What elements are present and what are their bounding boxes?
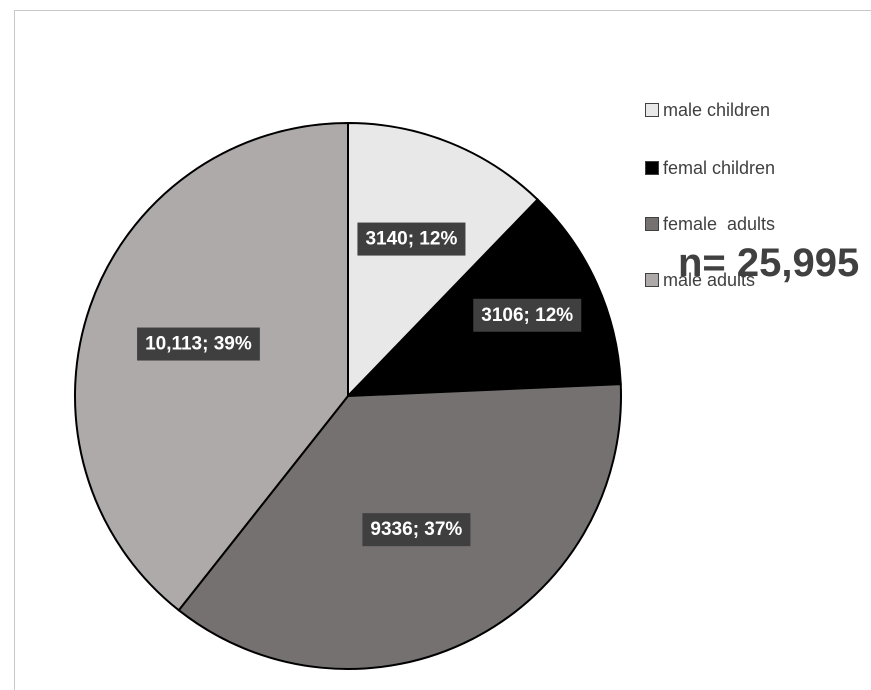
legend-item-male-children: male children — [645, 100, 770, 121]
legend-item-male-adults: male adults — [645, 270, 755, 291]
data-label-box — [137, 327, 260, 361]
data-label: 10,113; 39% — [137, 327, 260, 361]
legend-label: femal children — [663, 158, 776, 178]
legend-label: female adults — [663, 214, 776, 234]
pie-slice-male-children — [347, 121, 540, 399]
data-label-text: 3106; 12% — [481, 305, 573, 326]
data-label-box — [362, 513, 471, 547]
pie-slice-male-adults — [74, 121, 349, 612]
data-label: 9336; 37% — [362, 513, 471, 547]
data-label-text: 3140; 12% — [365, 229, 457, 250]
data-label-text: 10,113; 39% — [145, 334, 252, 355]
data-label-box — [473, 298, 582, 332]
pie-slice-femal-children — [345, 198, 622, 398]
pie-slices — [74, 121, 622, 670]
legend-label: male adults — [663, 270, 756, 290]
legend-swatch — [645, 161, 659, 175]
data-label: 3106; 12% — [473, 298, 582, 332]
legend-item-femal-children: femal children — [645, 158, 775, 179]
total-count-annotation: n= 25,995 — [678, 241, 860, 285]
data-label-text: 9336; 37% — [370, 519, 462, 540]
legend-swatch — [645, 273, 659, 287]
legend-item-female-adults: female adults — [645, 214, 775, 235]
legend-swatch — [645, 217, 659, 231]
data-label: 3140; 12% — [357, 222, 466, 256]
chart-frame — [14, 10, 871, 690]
pie-data-labels: 3140; 12% 3106; 12% 9336; 37% 10,113; 39% — [137, 222, 582, 547]
legend-swatch — [645, 103, 659, 117]
data-label-box — [357, 222, 466, 256]
legend-label: male children — [663, 100, 771, 120]
